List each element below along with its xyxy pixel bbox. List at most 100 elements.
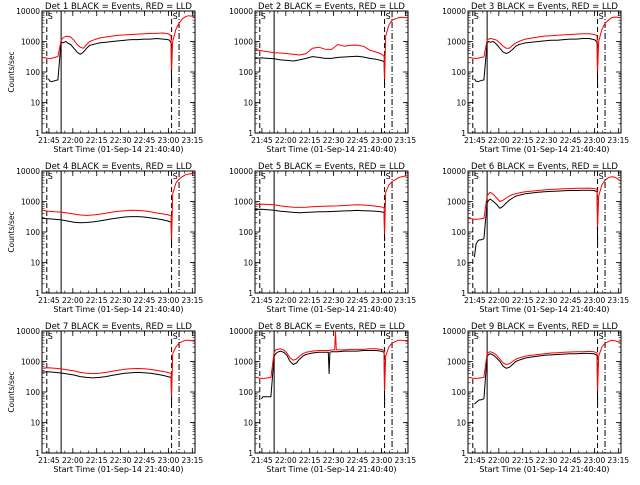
chart-panel-3: Det 3 BLACK = Events, RED = LLD 1 10 100 100… (442, 2, 629, 154)
x-tick-label: 23:15 (395, 296, 417, 305)
segment-marker: S (48, 332, 53, 341)
x-tick-label: 22:30 (536, 136, 558, 145)
y-tick-label: 1000 (447, 198, 466, 207)
x-tick-label: 22:30 (110, 456, 132, 465)
series-events-line (261, 350, 386, 405)
x-tick-label: 21:45 (464, 136, 486, 145)
x-tick-label: 22:45 (134, 456, 156, 465)
x-tick-label: 22:00 (275, 136, 297, 145)
y-tick-label: 100 (239, 228, 254, 237)
segment-marker: S (173, 172, 178, 181)
segment-marker: S (599, 332, 604, 341)
x-tick-label: 21:45 (38, 296, 60, 305)
y-tick-label: 10 (243, 259, 253, 268)
segment-marker: S (173, 12, 178, 21)
x-tick-label: 22:45 (347, 136, 369, 145)
series-lld-line (42, 15, 195, 71)
plot-area (468, 11, 621, 133)
segment-marker: S (599, 172, 604, 181)
x-tick-label: 22:45 (134, 296, 156, 305)
x-tick-label: 22:45 (347, 296, 369, 305)
segment-marker: S (386, 12, 391, 21)
plot-area (255, 171, 408, 293)
series-events-line (42, 371, 173, 405)
x-tick-label: 21:45 (251, 136, 273, 145)
segment-marker: S (261, 332, 266, 341)
y-tick-label: 100 (452, 388, 467, 397)
y-tick-label: 1 (461, 129, 466, 138)
series-lld-line (468, 339, 621, 392)
x-tick-label: 21:45 (251, 456, 273, 465)
x-tick-label: 22:15 (512, 456, 534, 465)
x-tick-label: 23:00 (584, 296, 606, 305)
chart-title: Det 4 BLACK = Events, RED = LLD (45, 162, 192, 172)
y-tick-label: 1000 (447, 358, 466, 367)
segment-marker: S (173, 332, 178, 341)
x-tick-label: 22:30 (536, 296, 558, 305)
x-tick-label: 23:15 (608, 296, 630, 305)
y-tick-label: 1000 (21, 358, 40, 367)
x-tick-label: 23:00 (158, 296, 180, 305)
chart-title: Det 2 BLACK = Events, RED = LLD (258, 2, 405, 12)
x-tick-label: 22:15 (512, 136, 534, 145)
x-tick-label: 22:45 (560, 136, 582, 145)
x-tick-label: 22:00 (488, 296, 510, 305)
x-tick-label: 22:00 (488, 456, 510, 465)
y-axis-label: Counts/sec (7, 371, 16, 412)
x-axis-label: Start Time (01-Sep-14 21:40:40) (53, 145, 183, 154)
x-tick-label: 23:15 (182, 136, 204, 145)
y-tick-label: 10000 (229, 7, 253, 16)
x-tick-label: 23:00 (584, 456, 606, 465)
x-tick-label: 23:15 (395, 456, 417, 465)
x-tick-label: 22:00 (488, 136, 510, 145)
chart-panel-6: Det 6 BLACK = Events, RED = LLD 1 10 100 100… (442, 162, 629, 314)
y-tick-label: 10 (30, 259, 40, 268)
x-tick-label: 21:45 (464, 296, 486, 305)
y-tick-label: 100 (239, 388, 254, 397)
y-tick-label: 1 (248, 449, 253, 458)
series-events-line (47, 38, 173, 86)
x-tick-label: 22:15 (86, 456, 108, 465)
x-tick-label: 22:00 (62, 456, 84, 465)
x-tick-label: 21:45 (38, 136, 60, 145)
plot-area (42, 11, 195, 133)
y-tick-label: 10 (30, 99, 40, 108)
x-tick-label: 22:45 (134, 136, 156, 145)
x-axis-label: Start Time (01-Sep-14 21:40:40) (53, 465, 183, 474)
x-axis-label: Start Time (01-Sep-14 21:40:40) (266, 465, 396, 474)
chart-title: Det 6 BLACK = Events, RED = LLD (471, 162, 618, 172)
segment-marker: S (261, 12, 266, 21)
y-tick-label: 100 (26, 388, 41, 397)
x-tick-label: 22:15 (299, 136, 321, 145)
y-tick-label: 10000 (16, 7, 40, 16)
plot-area (468, 331, 621, 453)
y-tick-label: 1000 (234, 198, 253, 207)
plot-area (255, 331, 408, 453)
y-tick-label: 1 (461, 449, 466, 458)
series-lld-line (255, 175, 408, 234)
plot-area (468, 171, 621, 293)
x-axis-label: Start Time (01-Sep-14 21:40:40) (266, 145, 396, 154)
segment-marker: S (474, 172, 479, 181)
y-tick-label: 1 (35, 289, 40, 298)
y-tick-label: 10000 (16, 327, 40, 336)
y-tick-label: 10000 (229, 327, 253, 336)
x-tick-label: 23:15 (608, 456, 630, 465)
segment-marker: S (48, 12, 53, 21)
chart-panel-4: Det 4 BLACK = Events, RED = LLD 1 10 100 100… (7, 162, 203, 314)
y-tick-label: 10 (456, 419, 466, 428)
x-tick-label: 22:30 (323, 456, 345, 465)
chart-title: Det 9 BLACK = Events, RED = LLD (471, 322, 618, 332)
y-tick-label: 1 (35, 129, 40, 138)
segment-marker: S (599, 12, 604, 21)
y-tick-label: 1000 (21, 198, 40, 207)
segment-marker: S (261, 172, 266, 181)
x-tick-label: 21:45 (251, 296, 273, 305)
x-tick-label: 23:00 (158, 456, 180, 465)
x-axis-label: Start Time (01-Sep-14 21:40:40) (479, 305, 609, 314)
y-tick-label: 10000 (229, 167, 253, 176)
segment-marker: S (474, 12, 479, 21)
series-lld-line (255, 331, 408, 392)
chart-title: Det 1 BLACK = Events, RED = LLD (45, 2, 192, 12)
